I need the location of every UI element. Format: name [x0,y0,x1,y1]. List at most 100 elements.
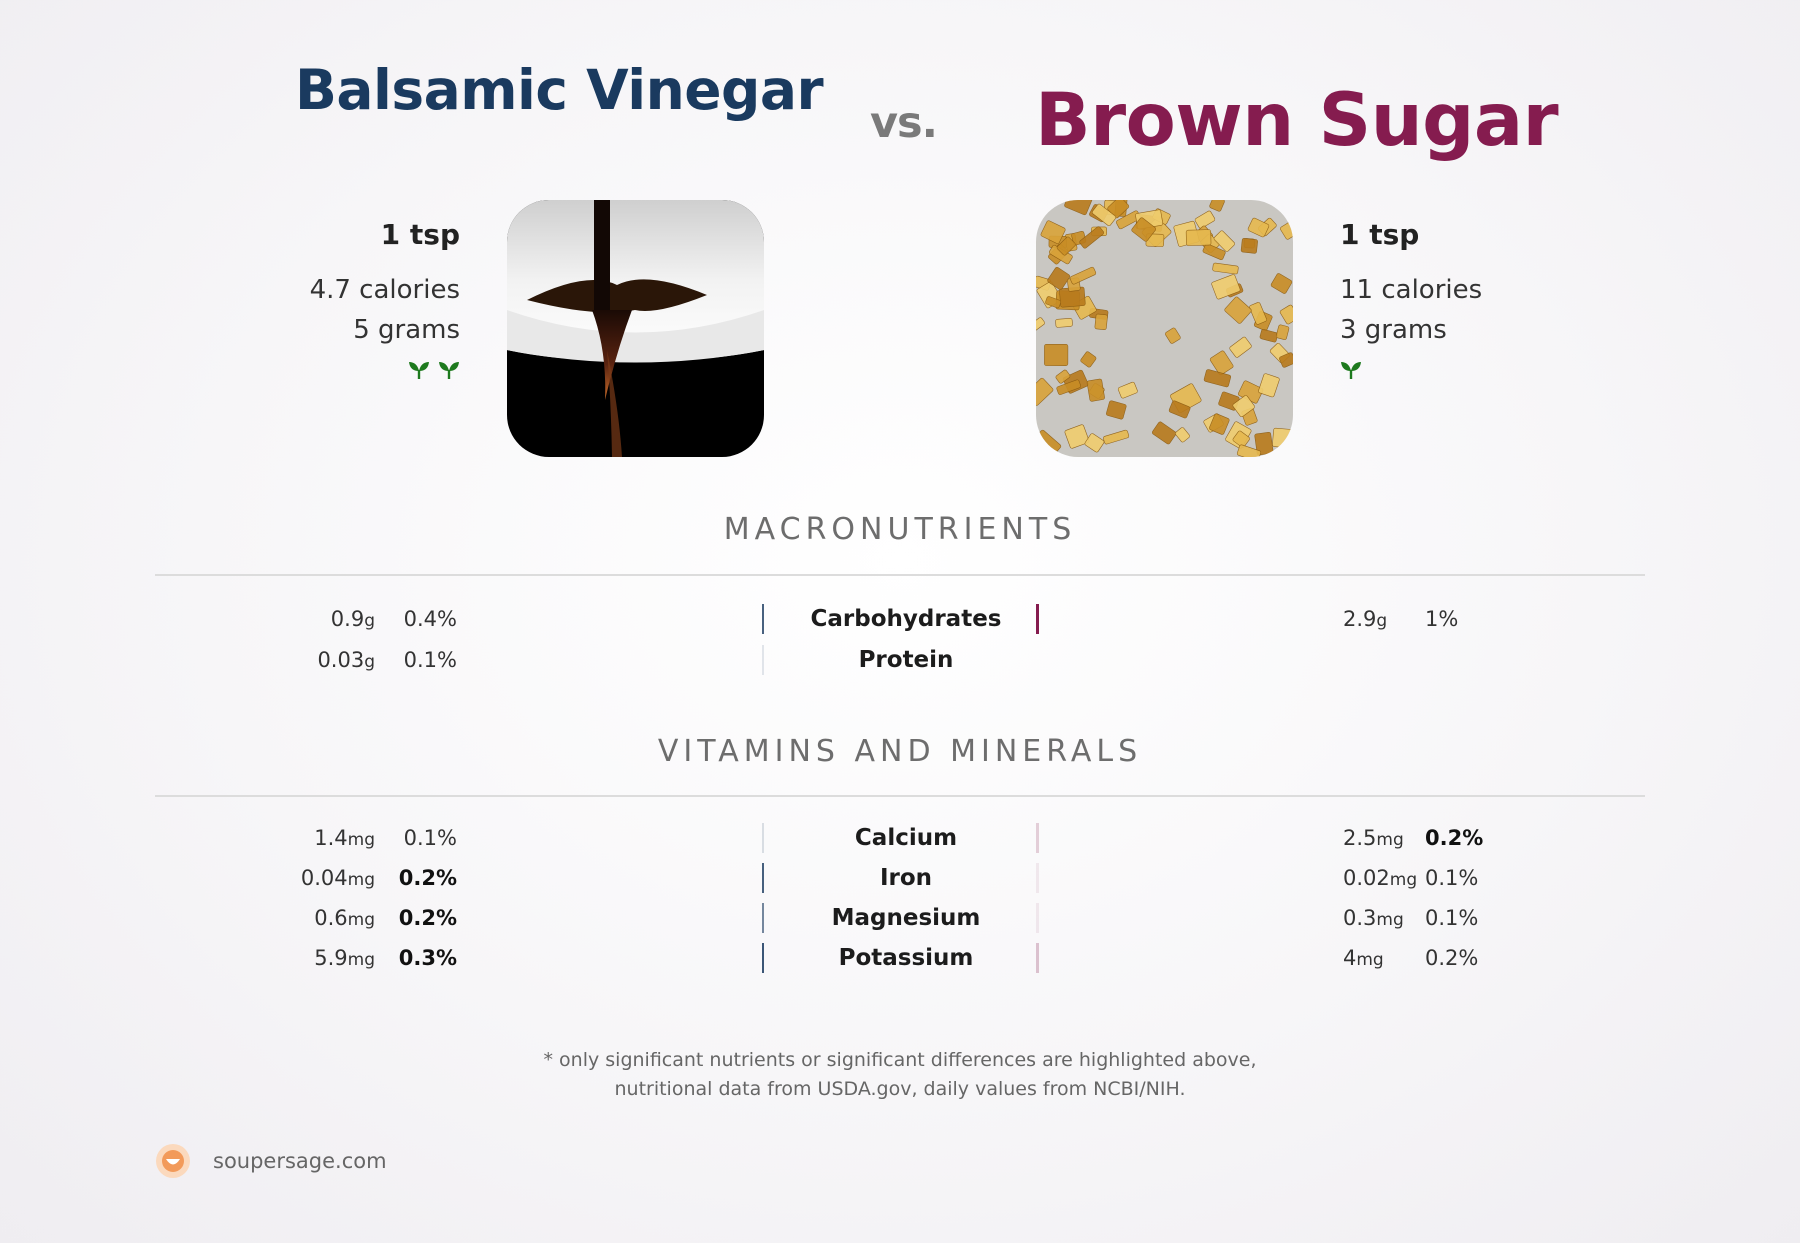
right-amount-unit: mg [1389,870,1418,890]
sugar-crystal [1232,430,1250,448]
sugar-crystal [1280,219,1293,240]
left-daily-percent: 0.1% [403,648,457,672]
left-daily-percent: 0.2% [398,866,457,890]
left-amount-value: 0.04 [300,866,348,890]
sugar-crystal [1213,230,1235,252]
sprout-icon [409,362,429,379]
left-amount-value: 1.4 [314,826,348,850]
left-indicator-bar [762,604,764,634]
left-amount: 0.6mg [314,899,375,937]
sugar-crystal [1247,217,1270,238]
sugar-crystal [1056,379,1081,395]
right-amount-value: 2.9 [1343,607,1377,631]
sugar-crystal [1040,220,1066,244]
sugar-crystal [1064,424,1090,449]
right-daily-percent: 1% [1425,607,1459,631]
sugar-crystal [1249,302,1267,325]
right-indicator-bar [1036,823,1039,853]
nutrient-name: Potassium [838,945,974,971]
sugar-crystal [1079,226,1105,249]
sugar-crystal [1152,421,1177,445]
left-indicator-bar [762,943,764,973]
sugar-crystal [1069,266,1097,285]
right-amount: 4mg [1343,939,1384,977]
left-daily-percent: 0.2% [398,906,457,930]
macronutrients-heading: MACRONUTRIENTS [723,512,1077,547]
left-sprout-rating [408,360,460,380]
left-amount: 0.03g [317,641,375,679]
sugar-crystal [1229,336,1252,358]
sugar-crystal [1106,400,1127,420]
right-amount-value: 0.3 [1343,906,1377,930]
right-daily-percent: 0.1% [1425,906,1479,930]
sugar-crystal [1209,200,1225,212]
sugar-crystal [1036,377,1054,406]
sugar-crystal [1055,369,1071,384]
sugar-crystal [1064,200,1094,216]
right-daily-percent: 0.2% [1425,826,1484,850]
left-amount-unit: mg [347,830,375,850]
left-amount-unit: g [364,652,375,672]
left-amount: 5.9mg [314,939,375,977]
sugar-crystal [1232,395,1255,418]
nutrient-row: 0.9g 0.4% Carbohydrates 2.9 g 1% [0,600,1800,638]
sugar-crystal [1209,350,1234,376]
sugar-crystal [1117,381,1138,399]
right-amount-unit: mg [1376,910,1404,930]
sugar-crystal [1275,324,1290,340]
left-amount-unit: mg [347,950,375,970]
right-calories: 11 calories [1340,275,1483,305]
left-amount-unit: mg [347,910,375,930]
sugar-crystal [1211,274,1241,300]
right-indicator-bar [1036,943,1039,973]
balsamic-vinegar-photo [507,200,764,457]
left-amount: 0.9g [331,600,375,638]
left-amount-value: 5.9 [314,946,348,970]
macronutrients-divider [155,574,1645,576]
left-amount: 0.04mg [301,859,375,897]
nutrient-row: 5.9mg 0.3% Potassium 4mg 0.2% [0,939,1800,977]
sugar-crystal [1185,229,1212,246]
sugar-crystal [1047,266,1071,290]
right-daily-percent: 0.1% [1425,866,1479,890]
footnote: * only significant nutrients or signific… [0,1046,1800,1104]
left-amount-unit: mg [347,870,375,890]
sugar-crystal [1094,313,1108,330]
left-amount: 1.4mg [314,819,375,857]
left-amount-value: 0.9 [330,607,365,631]
nutrient-name: Carbohydrates [810,606,1002,632]
sugar-crystal [1279,304,1293,325]
brand-name: soupersage.com [213,1149,387,1173]
left-amount-value: 0.6 [314,906,348,930]
right-grams: 3 grams [1340,315,1447,345]
sugar-crystal [1272,427,1293,449]
sugar-crystal [1194,210,1216,229]
left-daily-percent: 0.3% [398,946,457,970]
right-indicator-bar [1036,903,1039,933]
right-indicator-bar [1036,604,1039,634]
sugar-crystal [1080,351,1097,368]
left-daily-percent: 0.4% [403,607,457,631]
brand[interactable]: soupersage.com [155,1143,387,1179]
right-food-title: Brown Sugar [1035,78,1559,163]
sugar-crystal [1224,296,1252,324]
right-amount: 2.5mg [1343,819,1404,857]
right-amount: 0.3mg [1343,899,1404,937]
left-grams: 5 grams [353,315,460,345]
sugar-crystal [1209,413,1230,435]
left-amount-unit: g [364,611,375,631]
footnote-line-2: nutritional data from USDA.gov, daily va… [614,1078,1186,1100]
soupersage-logo-icon [156,1144,190,1178]
nutrient-name: Iron [879,865,933,891]
sugar-crystal [1278,200,1293,211]
sugar-crystal [1086,378,1105,402]
nutrient-name: Protein [858,647,954,673]
sugar-crystal [1084,433,1105,453]
sugar-crystal [1175,427,1190,443]
nutrient-row: 1.4mg 0.1% Calcium 2.5mg 0.2% [0,819,1800,857]
sugar-crystal [1270,273,1293,294]
right-amount-value: 4 [1343,946,1357,970]
right-amount-unit: mg [1376,830,1404,850]
sprout-icon [439,362,459,379]
nutrient-row: 0.6mg 0.2% Magnesium 0.3mg 0.1% [0,899,1800,937]
